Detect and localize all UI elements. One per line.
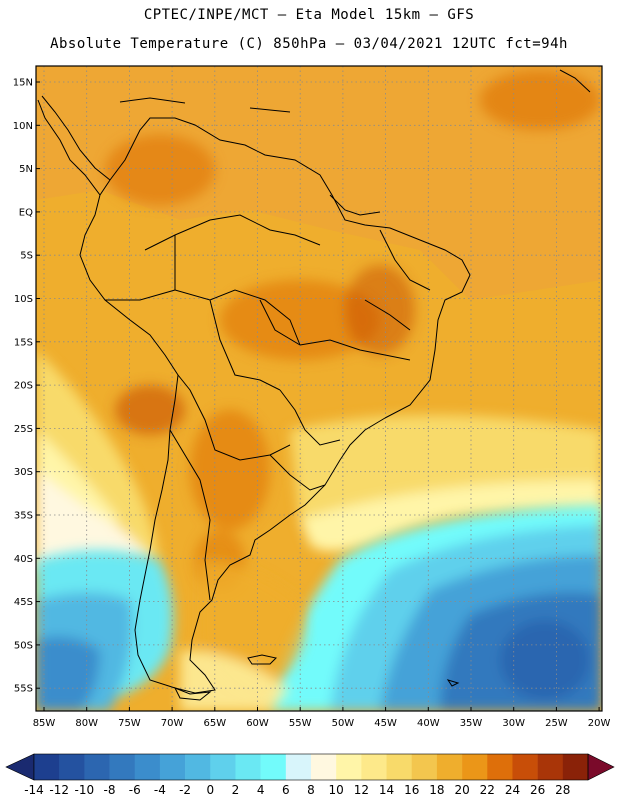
colorbar-tick-label: -4: [154, 783, 166, 797]
lat-label: 10S: [14, 294, 33, 305]
colorbar-swatch: [260, 754, 287, 780]
lon-label: 35W: [460, 718, 483, 729]
colorbar-swatch: [210, 754, 236, 780]
lon-label: 65W: [203, 718, 226, 729]
colorbar-tick-label: 16: [404, 783, 419, 797]
colorbar-tick-label: -12: [49, 783, 69, 797]
colorbar-labels: -14 -12 -10 -8 -6 -4 -2 0 2 4 6 8 10 12 14 16 18 20 22 24 26…: [24, 783, 570, 797]
lat-label: 5S: [20, 251, 33, 262]
colorbar-tick-label: 6: [282, 783, 290, 797]
lat-label: 20S: [14, 381, 33, 392]
lon-label: 85W: [33, 718, 56, 729]
colorbar-tick-label: 14: [379, 783, 394, 797]
lat-label: 25S: [14, 424, 33, 435]
colorbar-tick-label: 8: [307, 783, 315, 797]
lon-label: 50W: [332, 718, 355, 729]
colorbar-tick-label: 24: [505, 783, 520, 797]
colorbar-swatch: [285, 754, 312, 780]
lat-label: 15N: [13, 78, 33, 89]
colorbar-swatch: [512, 754, 538, 780]
coastlines: [37, 69, 591, 701]
colorbar-swatch: [159, 754, 186, 780]
lon-label: 20W: [588, 718, 611, 729]
lat-label: 45S: [14, 597, 33, 608]
colorbar-tick-label: -6: [129, 783, 141, 797]
lat-label: 30S: [14, 467, 33, 478]
colorbar-tick-label: 2: [232, 783, 240, 797]
colorbar-swatch: [84, 754, 110, 780]
colorbar-tick-label: 28: [555, 783, 570, 797]
lon-label: 30W: [502, 718, 525, 729]
colorbar-tick-label: 0: [206, 783, 214, 797]
longitude-labels: 85W 80W 75W 70W 65W 60W 55W 50W 45W 40W 35W 30W 25W 2…: [33, 707, 611, 729]
colorbar-tick-label: 26: [530, 783, 545, 797]
colorbar-swatch: [235, 754, 261, 780]
lat-label: EQ: [19, 207, 33, 218]
lat-label: 10N: [13, 121, 33, 132]
colorbar-tick-label: 20: [454, 783, 469, 797]
title-line-2: Absolute Temperature (C) 850hPa – 03/04/…: [50, 36, 568, 52]
colorbar-swatch: [411, 754, 438, 780]
colorbar-swatch: [487, 754, 513, 780]
lat-label: 5N: [19, 164, 33, 175]
colorbar-swatch: [537, 754, 564, 780]
colorbar-swatch: [361, 754, 387, 780]
colorbar-swatch: [59, 754, 85, 780]
latitude-labels: 15N 10N 5N EQ 5S 10S 15S 20S 25S 30S 35S 40S 45S 50S 5…: [13, 78, 40, 695]
colorbar-tick-label: 18: [429, 783, 444, 797]
colorbar-tick-label: 10: [329, 783, 344, 797]
colorbar-high-arrow: [587, 753, 615, 781]
lon-label: 60W: [246, 718, 269, 729]
colorbar-swatch: [311, 754, 337, 780]
temperature-field: [36, 66, 602, 711]
colorbar-swatch: [185, 754, 211, 780]
colorbar-tick-label: 4: [257, 783, 265, 797]
colorbar-swatch: [109, 754, 136, 780]
colorbar-low-arrow: [5, 753, 35, 781]
colorbar-swatch: [336, 754, 362, 780]
colorbar-swatch: [134, 754, 161, 780]
colorbar-swatch: [386, 754, 413, 780]
lat-label: 50S: [14, 640, 33, 651]
colorbar-tick-label: -8: [104, 783, 116, 797]
map-frame: [35, 65, 603, 712]
colorbar-swatch: [34, 754, 60, 780]
colorbar-swatch: [562, 754, 589, 780]
colorbar-tick-label: -2: [179, 783, 191, 797]
lat-label: 35S: [14, 511, 33, 522]
lon-label: 25W: [545, 718, 568, 729]
title-line-1: CPTEC/INPE/MCT – Eta Model 15km – GFS: [143, 7, 475, 23]
lon-label: 45W: [374, 718, 397, 729]
lon-label: 40W: [417, 718, 440, 729]
colorbar-tick-label: -10: [75, 783, 95, 797]
colorbar-tick-label: -14: [24, 783, 44, 797]
colorbar-tick-label: 12: [354, 783, 369, 797]
colorbar-swatch: [462, 754, 488, 780]
colorbar: [5, 753, 615, 781]
colorbar-tick-label: 22: [480, 783, 495, 797]
lon-label: 80W: [75, 718, 98, 729]
lat-label: 55S: [14, 684, 33, 695]
lat-label: 15S: [14, 337, 33, 348]
lon-label: 75W: [118, 718, 141, 729]
lat-label: 40S: [14, 554, 33, 565]
colorbar-swatch: [436, 754, 463, 780]
lon-label: 55W: [289, 718, 312, 729]
lon-label: 70W: [161, 718, 184, 729]
